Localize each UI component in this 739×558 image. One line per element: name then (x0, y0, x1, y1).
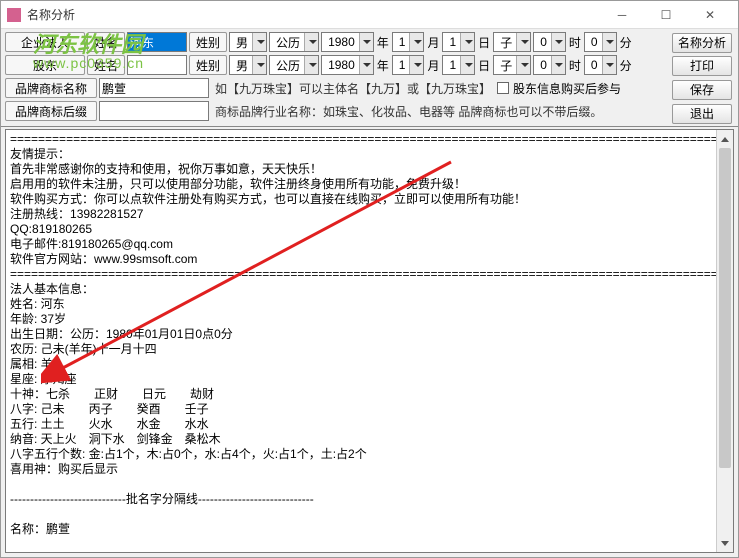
gender-select-1[interactable]: 男 (229, 32, 267, 52)
calendar-select-1[interactable]: 公历 (269, 32, 319, 52)
maximize-button[interactable]: ☐ (644, 1, 688, 29)
person2-label: 股东 (5, 55, 85, 75)
content-area: ========================================… (5, 129, 734, 553)
zhi-select-2[interactable]: 子 (493, 55, 531, 75)
print-button[interactable]: 打印 (672, 56, 732, 76)
brand-name-desc: 如【九万珠宝】可以主体名【九万】或【九万珠宝】 (211, 80, 491, 97)
zhi-select-1[interactable]: 子 (493, 32, 531, 52)
minimize-button[interactable]: ─ (600, 1, 644, 29)
day-select-2[interactable]: 1 (442, 55, 475, 75)
name-label-1: 姓名 (87, 32, 125, 52)
min-select-1[interactable]: 0 (584, 32, 617, 52)
name-input-2[interactable] (127, 55, 187, 75)
month-select-1[interactable]: 1 (392, 32, 425, 52)
calendar-select-2[interactable]: 公历 (269, 55, 319, 75)
min-select-2[interactable]: 0 (584, 55, 617, 75)
brand-suffix-row: 品牌商标后缀 商标品牌行业名称：如珠宝、化妆品、电器等 品牌商标也可以不带后缀。… (5, 101, 734, 121)
hour-select-2[interactable]: 0 (533, 55, 566, 75)
year-select-2[interactable]: 1980 (321, 55, 374, 75)
app-window: 名称分析 ─ ☐ ✕ 河东软件园 www.pc0359.cn 企业法人 姓名 姓… (0, 0, 739, 558)
hour-select-1[interactable]: 0 (533, 32, 566, 52)
save-button[interactable]: 保存 (672, 80, 732, 100)
brand-suffix-desc: 商标品牌行业名称：如珠宝、化妆品、电器等 品牌商标也可以不带后缀。 (211, 103, 602, 120)
scroll-down-button[interactable] (717, 535, 733, 552)
name-input-1[interactable] (127, 32, 187, 52)
brand-suffix-label: 品牌商标后缀 (5, 101, 97, 121)
brand-suffix-input[interactable] (99, 101, 209, 121)
app-icon (7, 8, 21, 22)
exit-button[interactable]: 退出 (672, 104, 732, 124)
shareholder-checkbox[interactable]: 股东信息购买后参与 (497, 80, 621, 97)
brand-name-input[interactable] (99, 78, 209, 98)
gender-select-2[interactable]: 男 (229, 55, 267, 75)
month-select-2[interactable]: 1 (392, 55, 425, 75)
year-select-1[interactable]: 1980 (321, 32, 374, 52)
person1-label: 企业法人 (5, 32, 85, 52)
toolbar: 企业法人 姓名 姓别 男 公历 1980 年 1 月 1 日 子 0 时 0 分… (1, 29, 738, 127)
person-row-2: 股东 姓名 姓别 男 公历 1980 年 1 月 1 日 子 0 时 0 分 打… (5, 55, 734, 75)
person-row-1: 企业法人 姓名 姓别 男 公历 1980 年 1 月 1 日 子 0 时 0 分… (5, 32, 734, 52)
scroll-thumb[interactable] (719, 148, 731, 468)
result-text: ========================================… (6, 130, 716, 552)
vertical-scrollbar[interactable] (716, 130, 733, 552)
name-label-2: 姓名 (87, 55, 125, 75)
close-button[interactable]: ✕ (688, 1, 732, 29)
title-bar: 名称分析 ─ ☐ ✕ (1, 1, 738, 29)
scroll-up-button[interactable] (717, 130, 733, 147)
window-title: 名称分析 (27, 6, 600, 23)
brand-name-row: 品牌商标名称 如【九万珠宝】可以主体名【九万】或【九万珠宝】 股东信息购买后参与… (5, 78, 734, 98)
day-select-1[interactable]: 1 (442, 32, 475, 52)
gender-label-1: 姓别 (189, 32, 227, 52)
brand-name-label: 品牌商标名称 (5, 78, 97, 98)
analyze-button[interactable]: 名称分析 (672, 33, 732, 53)
gender-label-2: 姓别 (189, 55, 227, 75)
